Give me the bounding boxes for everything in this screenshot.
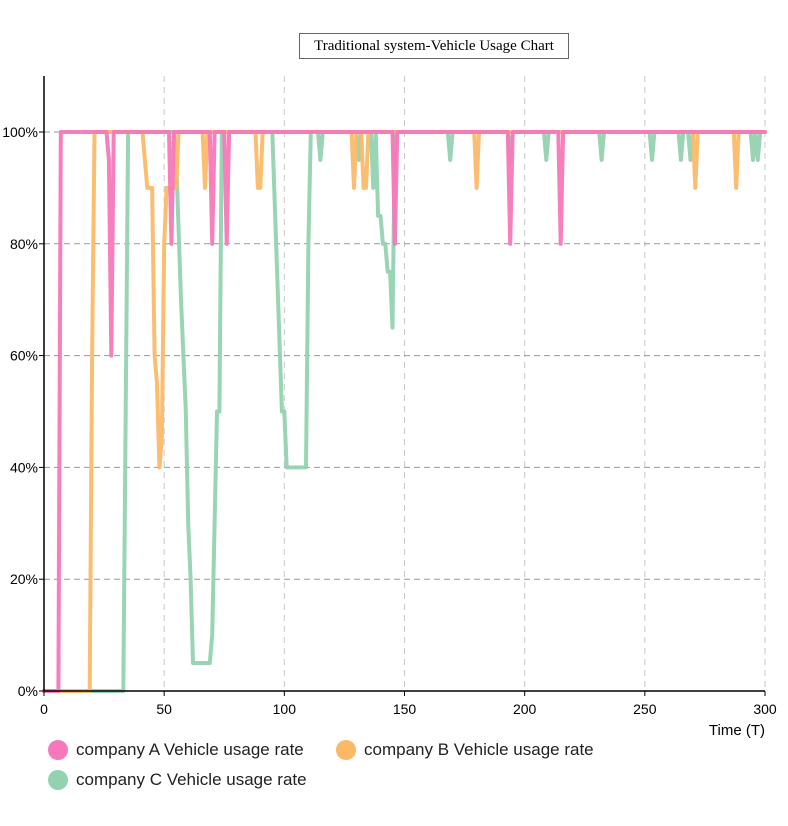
legend-item-company-c[interactable]: company C Vehicle usage rate	[48, 770, 307, 790]
y-tick-label-0: 0%	[18, 683, 38, 699]
grid-lines	[44, 76, 766, 691]
x-tick-label-200: 200	[513, 701, 537, 717]
chart-title: Traditional system-Vehicle Usage Chart	[299, 33, 569, 59]
y-tick-label-40: 40%	[10, 459, 38, 475]
series-line-company-c	[42, 130, 767, 693]
legend-swatch-company-c	[48, 770, 68, 790]
series-line-company-a	[42, 130, 767, 693]
legend-swatch-company-b	[336, 740, 356, 760]
y-tick-label-60: 60%	[10, 348, 38, 364]
series-layer	[42, 130, 767, 693]
chart-title-text: Traditional system-Vehicle Usage Chart	[314, 37, 554, 54]
tick-labels: 0 50 100 150 200 250 300 0% 20% 40% 60% 80% 100%	[2, 124, 777, 717]
y-tick-label-100: 100%	[2, 124, 38, 140]
x-tick-label-100: 100	[273, 701, 297, 717]
legend-item-company-b[interactable]: company B Vehicle usage rate	[336, 740, 594, 760]
y-tick-label-20: 20%	[10, 571, 38, 587]
x-tick-label-250: 250	[633, 701, 657, 717]
legend-label-company-b: company B Vehicle usage rate	[364, 740, 594, 759]
legend-label-company-a: company A Vehicle usage rate	[76, 740, 304, 759]
y-tick-label-80: 80%	[10, 236, 38, 252]
x-tick-label-300: 300	[753, 701, 777, 717]
x-axis-label: Time (T)	[709, 722, 765, 739]
x-tick-label-150: 150	[393, 701, 417, 717]
legend-item-company-a[interactable]: company A Vehicle usage rate	[48, 740, 304, 760]
legend-label-company-c: company C Vehicle usage rate	[76, 770, 307, 789]
x-tick-label-0: 0	[40, 701, 48, 717]
x-tick-label-50: 50	[156, 701, 172, 717]
legend-swatch-company-a	[48, 740, 68, 760]
